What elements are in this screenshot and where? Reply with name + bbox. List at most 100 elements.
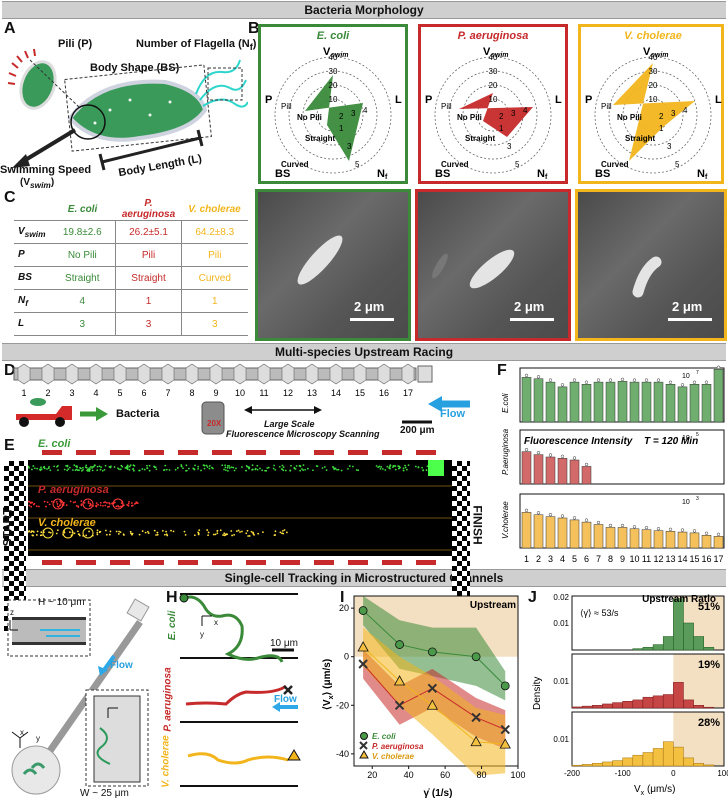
fluorescence-title: Fluorescence Intensity: [524, 436, 633, 447]
fluorescence-point: [657, 379, 660, 382]
label-finish: FINISH: [471, 505, 485, 544]
histogram-bar: [683, 700, 693, 708]
scale-paeruginosa: 2 μm: [514, 299, 544, 314]
histogram-bar: [653, 645, 663, 650]
channel-chamber: [90, 364, 102, 384]
velocity-xtick: 60: [440, 770, 450, 780]
fluorescence-bar: [582, 466, 591, 484]
channel-chamber: [306, 364, 318, 384]
segment-marker-bottom: [314, 560, 334, 565]
histogram-bar: [633, 649, 643, 650]
fluorescence-bar: [702, 535, 711, 548]
microchannel-device: [0, 590, 165, 800]
chamber-number: 7: [165, 388, 170, 398]
histogram-bar: [592, 705, 602, 708]
radar-ring-label: 30: [649, 67, 658, 76]
velocity-point-ecoli: [472, 653, 480, 661]
fluorescence-point: [525, 448, 528, 451]
label-objective: 20X: [207, 419, 221, 428]
table-row-label: P: [14, 244, 50, 267]
chamber-number: 16: [379, 388, 389, 398]
histogram-bar: [663, 695, 673, 709]
table-row: Vswim 19.8±2.6 26.2±5.1 64.2±8.3: [14, 221, 248, 244]
radar-nf-tick: 3: [507, 142, 512, 151]
segment-marker-top: [42, 450, 62, 455]
radar-l-tick: 4: [363, 106, 368, 115]
fluorescence-bar: [558, 458, 567, 484]
fluorescence-point: [597, 521, 600, 524]
histogram-xtick: 0: [671, 769, 676, 778]
axis-x-h: x: [214, 618, 218, 627]
velocity-xtick: 100: [510, 770, 525, 780]
fluorescence-bar: [678, 387, 687, 422]
channel-chamber: [402, 364, 414, 384]
table-cell: 26.2±5.1: [116, 221, 182, 244]
segment-marker-bottom: [110, 560, 130, 565]
fluorescence-bar: [546, 517, 555, 548]
label-pili: Pili (P): [58, 38, 92, 50]
radar-nf-tick: 5: [355, 160, 360, 169]
fluorescence-bar: [666, 531, 675, 548]
chamber-number: 8: [189, 388, 194, 398]
segment-marker-bottom: [280, 560, 300, 565]
velocity-point-ecoli: [428, 648, 436, 656]
velocity-ytick: -20: [336, 700, 349, 710]
radar-axis-l: L: [395, 94, 402, 106]
arrow-bacteria-head-icon: [96, 407, 108, 421]
fluorescence-bar: [534, 379, 543, 422]
segment-marker-bottom: [144, 560, 164, 565]
segment-marker-bottom: [76, 560, 96, 565]
fluorescence-point: [693, 530, 696, 533]
table-header-paeruginosa: P. aeruginosa: [116, 198, 182, 221]
velocity-ytick: 0: [344, 652, 349, 662]
label-flow-d: Flow: [440, 408, 465, 420]
channel-chamber: [138, 364, 150, 384]
fluorescence-point: [549, 379, 552, 382]
histogram-bar: [633, 755, 643, 766]
fluorescence-xtick: 12: [653, 554, 663, 564]
radar-species-title: P. aeruginosa: [458, 30, 529, 42]
radar-ring-label: 40: [489, 53, 498, 62]
fluorescence-point: [561, 515, 564, 518]
histogram-bar: [582, 764, 592, 766]
segment-marker-top: [144, 450, 164, 455]
histogram-bar: [704, 647, 714, 650]
axis-z-g: z: [10, 608, 14, 617]
sem-image-ecoli: 2 μm: [258, 192, 408, 338]
legend-label-ecoli: E. coli: [372, 732, 396, 741]
velocity-shear-chart: 200-20-4020 40 60 80 100Upstreamγ̇ (1/s)⟨Vx⟩…: [320, 590, 525, 800]
radar-nf-tick: 3: [347, 142, 352, 151]
label-channel-width: W ~ 25 μm: [80, 788, 129, 799]
fluorescence-point: [549, 513, 552, 516]
histogram-xtick: -200: [564, 769, 581, 778]
table-cell: 19.8±2.6: [50, 221, 116, 244]
axis-y-h: y: [200, 630, 204, 639]
label-swim-speed: Swimming Speed: [0, 164, 91, 176]
fluorescence-xtick: 1: [524, 554, 529, 564]
radar-label-straight: Straight: [465, 134, 496, 143]
velocity-point-ecoli: [501, 682, 509, 690]
fluorescence-bar: [702, 384, 711, 422]
fluorescence-point: [705, 532, 708, 535]
fluorescence-bar: [534, 515, 543, 548]
segment-marker-top: [280, 450, 300, 455]
race-car-wheel-icon: [19, 417, 29, 427]
radar-ring-label: 40: [329, 53, 338, 62]
radar-l-tick: 3: [511, 109, 516, 118]
fluorescence-point: [621, 378, 624, 381]
histogram-bar: [572, 707, 582, 708]
segment-marker-bottom: [416, 560, 436, 565]
table-row-label: L: [14, 313, 50, 336]
fluorescence-ylabel: E.coli: [501, 393, 510, 413]
fluorescence-xtick: 4: [560, 554, 565, 564]
velocity-xlabel: γ̇ (1/s): [424, 788, 453, 799]
radar-label-curved: Curved: [441, 160, 469, 169]
radar-ring-label: 20: [329, 81, 338, 90]
fluorescence-bar: [570, 460, 579, 484]
fluorescence-bar: [666, 384, 675, 422]
segment-marker-top: [212, 450, 232, 455]
table-header-vcholerae: V. cholerae: [182, 198, 248, 221]
fluorescence-bar: [582, 522, 591, 548]
radar-nf-tick: 5: [515, 160, 520, 169]
velocity-point-ecoli: [359, 607, 367, 615]
